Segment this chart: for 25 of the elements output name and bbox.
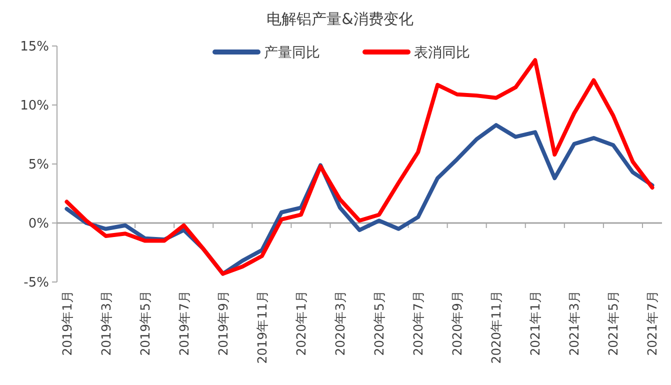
x-tick-label: 2019年11月 [254,290,270,364]
x-tick-label: 2019年1月 [59,290,74,356]
y-tick-label: 0% [28,216,49,232]
legend-label: 表消同比 [414,45,470,61]
x-tick-label: 2021年5月 [606,290,621,356]
x-tick-label: 2020年1月 [293,290,308,356]
x-tick-label: 2020年7月 [410,290,426,356]
chart-title: 电解铝产量&消费变化 [266,10,414,28]
x-tick-label: 2020年11月 [488,290,504,364]
x-tick-label: 2019年5月 [137,290,152,356]
legend-label: 产量同比 [264,45,320,61]
line-series [64,58,654,276]
y-tick-label: 15% [20,40,49,54]
x-tick-label: 2021年1月 [528,290,543,356]
x-tick-label: 2019年7月 [176,290,192,356]
x-tick-label: 2020年9月 [450,290,465,356]
x-tick-label: 2019年9月 [215,290,230,356]
x-tick-label: 2020年3月 [332,290,348,356]
x-tick-label: 2021年3月 [566,290,582,356]
x-tick-label: 2019年3月 [98,290,114,356]
x-tick-label: 2021年7月 [644,290,660,356]
x-tick-label: 2020年5月 [372,290,387,356]
y-tick-label: -5% [24,276,49,290]
y-tick-label: 10% [20,98,49,114]
y-tick-label: 5% [28,158,49,172]
